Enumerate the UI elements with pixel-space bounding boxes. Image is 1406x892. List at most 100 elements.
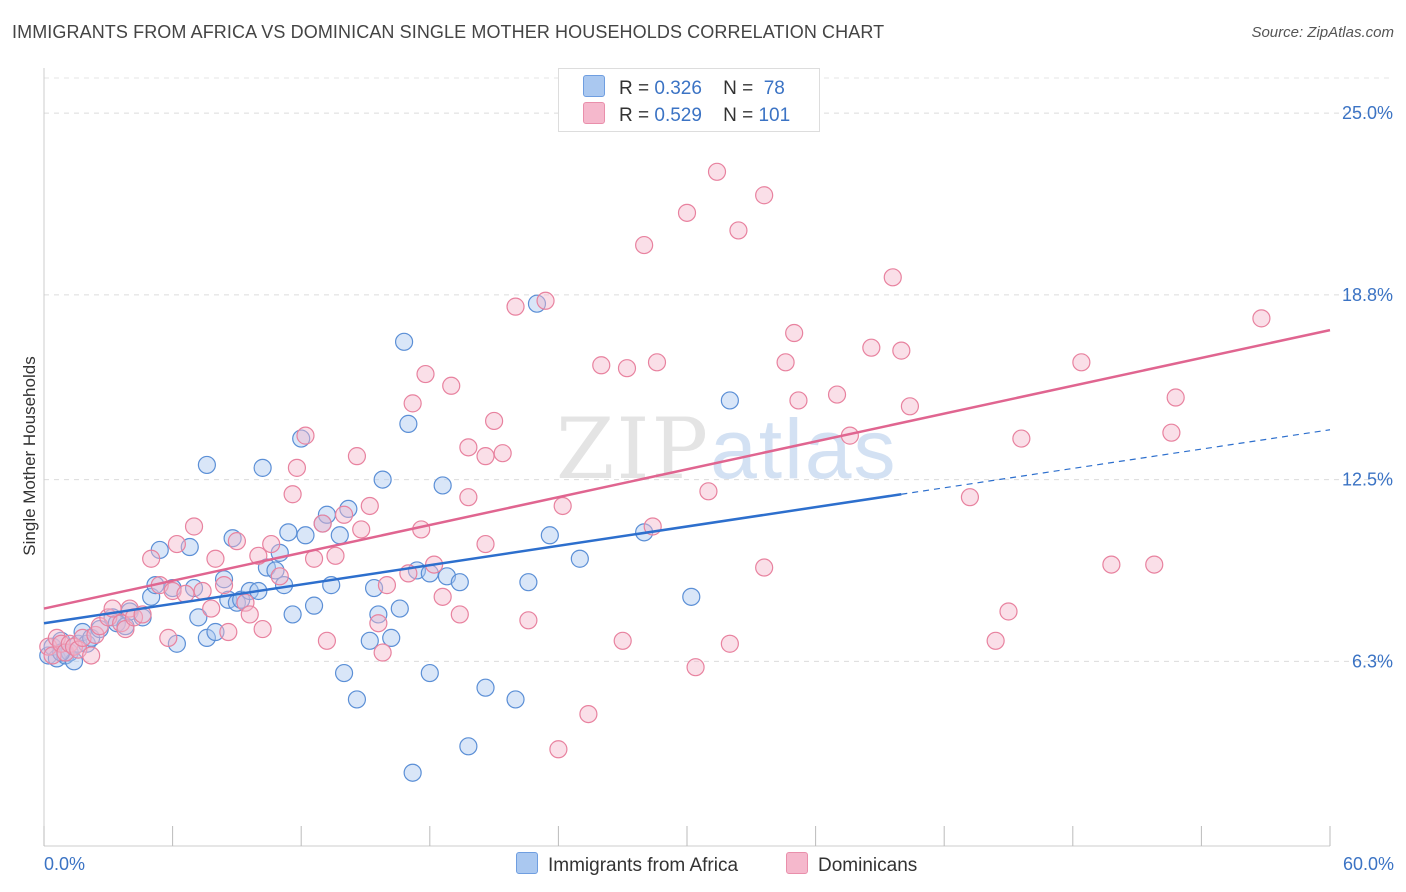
data-point bbox=[373, 643, 392, 662]
data-point bbox=[330, 526, 349, 545]
series-dominicans bbox=[39, 162, 1271, 759]
data-point bbox=[304, 596, 324, 615]
series-legend-label-africa: Immigrants from Africa bbox=[548, 855, 739, 876]
data-point bbox=[352, 520, 371, 539]
data-point bbox=[82, 646, 101, 665]
data-point bbox=[450, 605, 469, 624]
series-legend-label-dominicans: Dominicans bbox=[818, 855, 918, 876]
data-point bbox=[883, 268, 902, 287]
data-point bbox=[433, 587, 452, 606]
data-point bbox=[197, 455, 216, 475]
trend-layer bbox=[43, 328, 1331, 625]
data-point bbox=[270, 567, 289, 586]
data-point bbox=[403, 763, 422, 782]
data-point bbox=[506, 690, 525, 709]
legend-n-value: 101 bbox=[758, 105, 791, 126]
data-point bbox=[283, 605, 302, 624]
legend-r-label: R = bbox=[619, 105, 650, 126]
series-legend-africa[interactable]: Immigrants from Africa bbox=[516, 852, 738, 877]
data-point bbox=[253, 619, 272, 639]
data-point bbox=[785, 323, 804, 343]
watermark-atlas: atlas bbox=[710, 402, 898, 496]
data-point bbox=[159, 628, 178, 647]
data-point bbox=[369, 614, 388, 633]
data-point bbox=[403, 394, 422, 413]
series-legend: Immigrants from Africa Dominicans bbox=[0, 852, 1406, 878]
data-point bbox=[519, 573, 538, 592]
legend-n-label: N = bbox=[723, 105, 754, 126]
data-point bbox=[682, 587, 701, 606]
data-point bbox=[189, 608, 208, 627]
data-point bbox=[789, 391, 808, 410]
data-point bbox=[960, 488, 980, 507]
legend-r-value: 0.529 bbox=[654, 105, 702, 126]
data-point bbox=[219, 622, 238, 642]
data-point bbox=[699, 482, 718, 501]
data-point bbox=[416, 364, 435, 384]
data-point bbox=[334, 505, 354, 524]
data-point bbox=[476, 678, 495, 697]
trend-line-dominicans bbox=[43, 328, 1331, 610]
data-point bbox=[167, 534, 186, 554]
data-point bbox=[1145, 555, 1164, 574]
data-point bbox=[1252, 309, 1271, 328]
legend-n-value: 78 bbox=[763, 78, 785, 99]
data-point bbox=[647, 353, 667, 372]
data-point bbox=[900, 397, 920, 416]
data-point bbox=[442, 376, 461, 395]
data-point bbox=[296, 426, 315, 445]
data-point bbox=[1166, 388, 1185, 407]
axis-labels: 6.3% 12.5% 18.8% 25.0% 0.0% 60.0% Single Mothe… bbox=[20, 103, 1394, 874]
data-point bbox=[536, 291, 555, 310]
series-legend-swatch-dominicans bbox=[786, 852, 808, 874]
chart-title: IMMIGRANTS FROM AFRICA VS DOMINICAN SING… bbox=[12, 22, 885, 42]
data-point bbox=[755, 558, 774, 577]
data-point bbox=[476, 534, 495, 554]
data-point bbox=[459, 737, 478, 756]
data-point bbox=[485, 411, 504, 431]
data-point bbox=[296, 526, 315, 545]
data-point bbox=[549, 740, 568, 759]
data-point bbox=[279, 523, 298, 542]
data-point bbox=[986, 631, 1005, 650]
data-point bbox=[227, 532, 246, 551]
data-point bbox=[236, 593, 255, 612]
data-point bbox=[86, 625, 105, 645]
data-point bbox=[1102, 555, 1121, 574]
data-point bbox=[776, 353, 795, 372]
correlation-legend: R = 0.326 N = 78 R = 0.529 N = 101 bbox=[558, 68, 820, 132]
data-point bbox=[459, 488, 478, 507]
data-point bbox=[399, 414, 418, 433]
data-point bbox=[253, 458, 272, 477]
series-layer bbox=[39, 162, 1271, 782]
data-point bbox=[553, 496, 572, 516]
data-point bbox=[420, 663, 439, 683]
data-point bbox=[240, 605, 259, 624]
data-point bbox=[373, 470, 392, 489]
x-tick-label: 60.0% bbox=[1343, 854, 1394, 874]
data-point bbox=[1072, 353, 1091, 372]
data-point bbox=[827, 385, 847, 404]
series-legend-dominicans[interactable]: Dominicans bbox=[786, 852, 917, 877]
data-point bbox=[450, 573, 469, 592]
data-point bbox=[433, 476, 452, 495]
data-point bbox=[377, 576, 397, 595]
data-point bbox=[540, 526, 559, 545]
data-point bbox=[262, 534, 281, 554]
data-point bbox=[394, 332, 414, 351]
data-point bbox=[334, 663, 354, 683]
legend-swatch-dominicans bbox=[583, 102, 605, 124]
data-point bbox=[707, 162, 727, 181]
data-point bbox=[892, 341, 911, 360]
data-point bbox=[313, 514, 332, 533]
legend-r-label: R = bbox=[619, 78, 650, 99]
data-point bbox=[729, 221, 748, 240]
data-point bbox=[519, 611, 538, 630]
data-point bbox=[720, 634, 739, 653]
data-point bbox=[506, 297, 525, 316]
legend-r-value: 0.326 bbox=[654, 78, 702, 99]
data-point bbox=[635, 235, 654, 255]
trend-line-africa bbox=[43, 493, 902, 625]
x-tick-label: 0.0% bbox=[44, 854, 85, 874]
